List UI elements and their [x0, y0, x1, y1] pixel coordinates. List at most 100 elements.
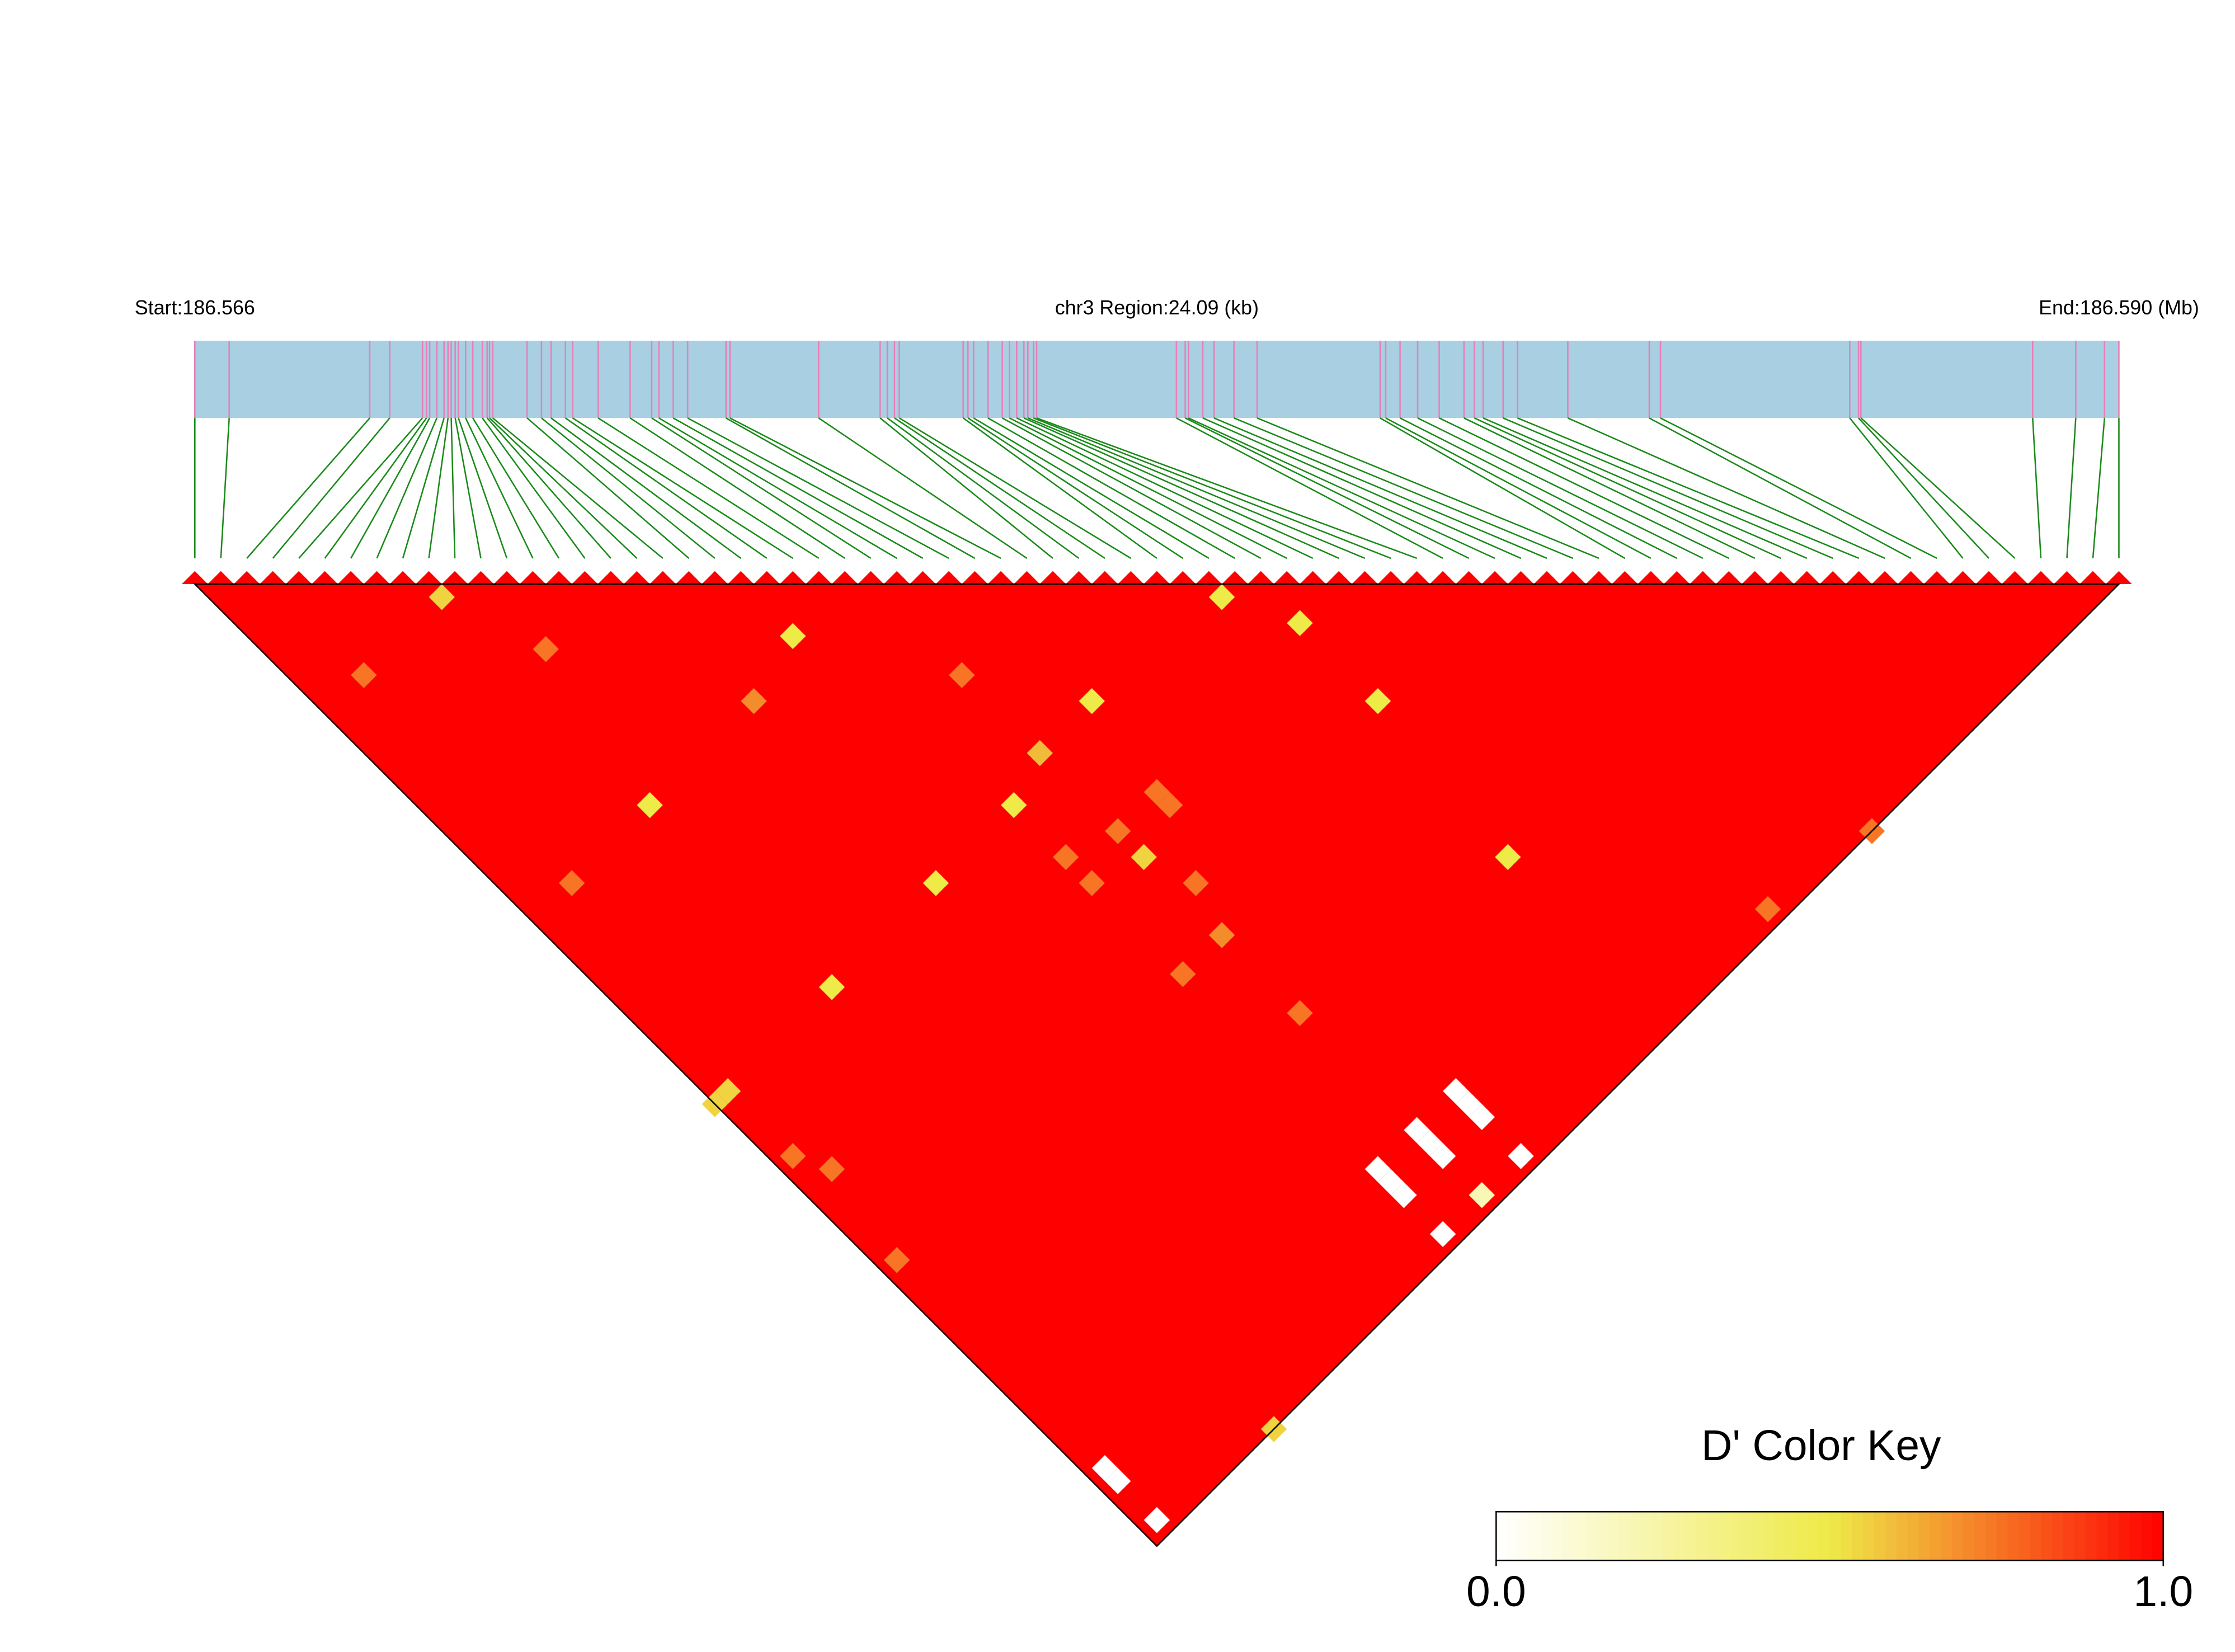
key-swatch [2030, 1512, 2042, 1561]
snp-marker [1638, 571, 1664, 585]
snp-marker [1248, 571, 1274, 585]
snp-link [564, 417, 768, 559]
snp-marker [468, 571, 494, 585]
snp-marker [233, 571, 260, 585]
snp-link [2092, 418, 2106, 559]
snp-link [1483, 417, 1808, 559]
ld-cell [1156, 792, 1183, 818]
ld-cell [1104, 1468, 1131, 1494]
ld-triangle [195, 584, 2119, 1546]
snp-marker [1871, 571, 1898, 585]
ld-cell [818, 974, 845, 1000]
ld-cell [1104, 818, 1131, 844]
key-swatch [1618, 1512, 1631, 1561]
snp-marker [493, 571, 520, 585]
ld-cell [1079, 688, 1105, 714]
key-swatch [1574, 1512, 1586, 1561]
key-swatch [1685, 1512, 1697, 1561]
key-swatch [1918, 1512, 1931, 1561]
key-frame [1495, 1510, 2165, 1561]
key-tick-label: 1.0 [2133, 1568, 2193, 1616]
ld-cell [1417, 1130, 1443, 1156]
ld-cell [1183, 870, 1209, 896]
snp-link [730, 417, 1001, 559]
snp-link [272, 417, 390, 559]
snp-link [898, 417, 1132, 559]
snp-marker [1274, 571, 1300, 585]
snp-link [597, 417, 820, 559]
key-swatch [1807, 1512, 1819, 1561]
region-label: chr3 Region:24.09 (kb) [1055, 296, 1259, 319]
key-swatch [1952, 1512, 1964, 1561]
key-swatch [1829, 1512, 1842, 1561]
ld-cell [779, 623, 806, 649]
ld-cell [1495, 844, 1521, 870]
snp-marker [1456, 571, 1482, 585]
snp-marker [1300, 571, 1326, 585]
key-swatch [1974, 1512, 1987, 1561]
key-swatch [1629, 1512, 1641, 1561]
key-swatch [1863, 1512, 1875, 1561]
key-title: D' Color Key [1701, 1422, 1941, 1470]
ld-cell [1208, 584, 1235, 610]
snp-link [1380, 417, 1626, 559]
ld-cell [1404, 1117, 1430, 1143]
snp-link [1860, 417, 2016, 559]
snp-marker [935, 571, 962, 585]
snp-marker [624, 571, 650, 585]
snp-link [973, 417, 1210, 559]
snp-marker [1014, 571, 1040, 585]
snp-link [492, 417, 664, 559]
snp-marker [182, 571, 208, 585]
snp-link [1002, 417, 1262, 559]
key-swatch [1896, 1512, 1908, 1561]
snp-marker [389, 571, 416, 585]
snp-marker [1404, 571, 1430, 585]
snp-link [879, 417, 1053, 559]
key-swatch [1718, 1512, 1730, 1561]
ld-cell [1287, 1000, 1313, 1027]
snp-marker [1846, 571, 1872, 585]
snp-marker [1612, 571, 1638, 585]
snp-marker [1950, 571, 1976, 585]
snp-link [1036, 417, 1418, 559]
snp-marker [1742, 571, 1768, 585]
key-swatch [1885, 1512, 1898, 1561]
snp-link [472, 417, 560, 559]
key-swatch [1496, 1512, 1508, 1561]
snp-link [1023, 417, 1339, 559]
snp-link [1027, 417, 1366, 559]
ld-cell [1469, 1182, 1495, 1208]
key-swatch [1651, 1512, 1664, 1561]
snp-link [1184, 417, 1470, 559]
key-swatch [1640, 1512, 1653, 1561]
key-swatch [1529, 1512, 1542, 1561]
snp-link [489, 417, 638, 559]
ld-cell [1208, 922, 1235, 948]
snp-marker [1819, 571, 1846, 585]
snp-link [1517, 417, 1860, 559]
snp-marker [572, 571, 598, 585]
snp-marker [1481, 571, 1508, 585]
key-swatch [2119, 1512, 2131, 1561]
key-swatch [1696, 1512, 1709, 1561]
snp-marker [2054, 571, 2080, 585]
snp-marker [806, 571, 832, 585]
snp-marker [702, 571, 728, 585]
snp-marker [1429, 571, 1456, 585]
key-swatch [1518, 1512, 1531, 1561]
ld-cell [818, 1156, 845, 1182]
ld-cell [1469, 1104, 1495, 1131]
key-swatch [2107, 1512, 2120, 1561]
snp-link [1858, 417, 1990, 559]
snp-link [428, 418, 449, 559]
ld-outline [193, 583, 2121, 1547]
snp-marker [2002, 571, 2028, 585]
end-label: End:186.590 (Mb) [2039, 296, 2199, 319]
snp-link [1257, 417, 1599, 559]
snp-marker [1118, 571, 1144, 585]
snp-link [818, 417, 1028, 559]
snp-link [1016, 417, 1314, 559]
snp-link [465, 417, 534, 559]
